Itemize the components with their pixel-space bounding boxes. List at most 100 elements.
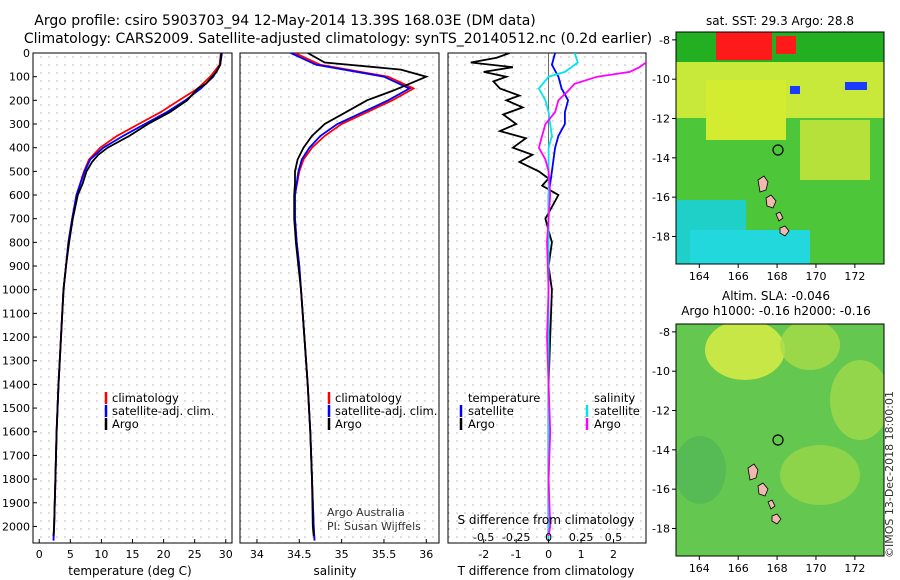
salinity-xtick-label: 34.5 (287, 548, 312, 561)
imos-credit: ©IMOS 13-Dec-2018 18:00:01 (883, 391, 896, 558)
depth-tick-label: 800 (9, 236, 30, 249)
depth-tick-label: 1200 (2, 331, 30, 344)
depth-tick-label: 1300 (2, 355, 30, 368)
legend-temp-satellite-label: satellite (468, 404, 514, 418)
depth-tick-label: 1000 (2, 284, 30, 297)
depth-tick-label: 500 (9, 165, 30, 178)
difference-top-xlabel: S difference from climatology (458, 513, 635, 527)
salinity-series-2 (293, 53, 430, 536)
sst-blue-pixel-2 (845, 82, 867, 90)
sst-cyan-patch-s (690, 230, 810, 264)
argo-australia-note: Argo Australia (327, 506, 405, 519)
map_sst-lon-tick-label: 172 (844, 270, 865, 283)
sst-red-patch (716, 32, 772, 60)
figure-title-line1: Argo profile: csiro 5903703_94 12-May-20… (34, 13, 536, 29)
difference-panel-frame (447, 52, 647, 544)
depth-tick-label: 100 (9, 71, 30, 84)
map_sla-lat-tick-label: -14 (652, 444, 670, 457)
temperature-xtick-label: 0 (36, 548, 43, 561)
legend-temperature-title: temperature (468, 391, 540, 405)
legend-sal-satellite-label: satellite (594, 404, 640, 418)
legend-argo-label: Argo (112, 417, 139, 431)
temperature-series-group (52, 53, 223, 541)
difference-xtick-label: -1 (511, 548, 522, 561)
salinity-xtick-label: 36 (419, 548, 433, 561)
difference-series-2 (537, 53, 579, 541)
map_sla-lon-tick-label: 164 (689, 562, 710, 575)
pi-note: PI: Susan Wijffels (327, 520, 421, 533)
difference-xtick-label: 0 (545, 548, 552, 561)
map_sst-lat-tick-label: -12 (652, 113, 670, 126)
difference-top-xtick-label: -0.25 (502, 531, 530, 544)
sla-low-patch (676, 436, 726, 504)
map_sla-lat-tick-label: -18 (652, 522, 670, 535)
difference-legend: temperature satellite Argo salinity sate… (459, 391, 640, 431)
sst-map-frame (675, 31, 885, 265)
sst-yellow-patch (706, 80, 786, 140)
sla-map-frame (675, 323, 885, 557)
depth-tick-label: 900 (9, 260, 30, 273)
map_sla-lat-tick-label: -10 (652, 365, 670, 378)
legend-salinity-title: salinity (594, 391, 635, 405)
difference-series-1 (470, 53, 560, 536)
vanuatu-islands (747, 463, 782, 525)
temperature-xlabel: temperature (deg C) (68, 564, 191, 578)
argo-location-marker (772, 434, 784, 446)
tick-label-group: 0 5 10 15 20 25 300100200300400500600700800900… (2, 34, 865, 575)
depth-tick-label: 600 (9, 189, 30, 202)
map_sla-lon-tick-label: 170 (805, 562, 826, 575)
temperature-xtick-label: 10 (94, 548, 108, 561)
map_sla-lon-tick-label: 168 (767, 562, 788, 575)
sla-mid-patch (780, 324, 840, 370)
depth-tick-label: 2000 (2, 520, 30, 533)
depth-tick-label: 1500 (2, 402, 30, 415)
map_sst-lon-tick-label: 164 (689, 270, 710, 283)
depth-tick-label: 0 (23, 47, 30, 60)
difference-series-group (470, 53, 646, 543)
depth-tick-label: 200 (9, 94, 30, 107)
map_sst-lat-tick-label: -14 (652, 152, 670, 165)
map_sst-lat-tick-label: -18 (652, 230, 670, 243)
difference-series-3 (537, 61, 646, 537)
legend-sal-argo-label: Argo (594, 417, 621, 431)
legend-satellite-label: satellite-adj. clim. (335, 404, 437, 418)
depth-tick-label: 1400 (2, 378, 30, 391)
difference-xtick-label: -2 (478, 548, 489, 561)
sla-high-patch (705, 324, 785, 380)
depth-tick-label: 1100 (2, 307, 30, 320)
difference-xtick-label: 2 (610, 548, 617, 561)
map_sst-lat-tick-label: -10 (652, 73, 670, 86)
temperature-xtick-label: 15 (126, 548, 140, 561)
sla-map (676, 324, 884, 556)
sla-map-title-line2: Argo h1000: -0.16 h2000: -0.16 (681, 304, 871, 318)
difference-xlabel: T difference from climatology (457, 564, 635, 578)
sst-blue-pixel (790, 86, 800, 94)
temperature-xtick-label: 30 (219, 548, 233, 561)
temperature-series-2 (52, 53, 223, 536)
salinity-xtick-label: 34 (250, 548, 264, 561)
map_sst-lat-tick-label: -8 (659, 34, 670, 47)
argo-location-marker (772, 144, 784, 156)
map_sla-lat-tick-label: -16 (652, 483, 670, 496)
difference-xtick-label: 1 (578, 548, 585, 561)
sla-map-title-line1: Altim. SLA: -0.046 (722, 289, 830, 303)
sla-mid-patch-3 (780, 445, 860, 505)
sst-map-title: sat. SST: 29.3 Argo: 28.8 (706, 14, 854, 28)
depth-tick-label: 1800 (2, 473, 30, 486)
depth-tick-label: 400 (9, 142, 30, 155)
salinity-legend: climatology satellite-adj. clim. Argo (327, 391, 437, 431)
sst-yellowgreen-patch (800, 120, 870, 180)
difference-top-xtick-label: -0.5 (473, 531, 494, 544)
temperature-xtick-label: 5 (67, 548, 74, 561)
salinity-series-group (290, 53, 430, 541)
map_sla-lat-tick-label: -8 (659, 326, 670, 339)
sst-map (676, 32, 884, 264)
vanuatu-islands (757, 175, 790, 237)
legend-climatology-label: climatology (112, 391, 179, 405)
depth-tick-label: 1900 (2, 497, 30, 510)
map_sla-lat-tick-label: -12 (652, 405, 670, 418)
legend-temp-argo-label: Argo (468, 417, 495, 431)
map_sst-lon-tick-label: 170 (805, 270, 826, 283)
map_sst-lon-tick-label: 166 (728, 270, 749, 283)
